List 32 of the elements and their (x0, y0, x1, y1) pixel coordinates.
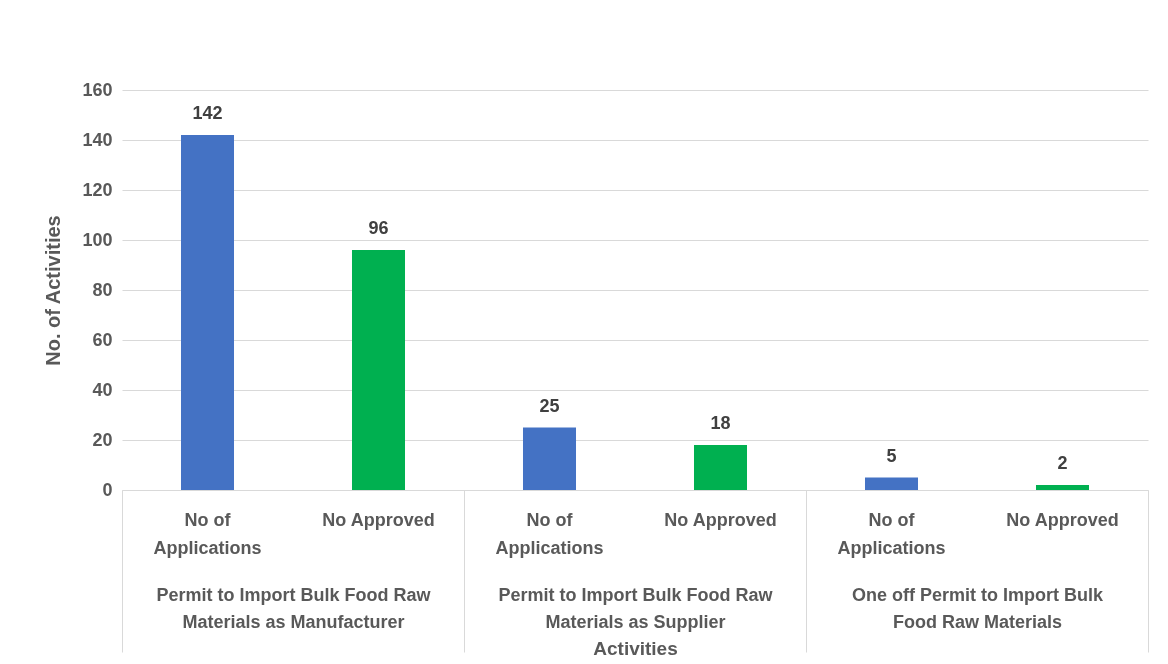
y-tick-label: 120 (82, 179, 113, 200)
series-label: No Approved (322, 510, 435, 530)
data-label: 2 (1057, 453, 1068, 473)
x-tick-label: Permit to Import Bulk Food Raw Materials as Manufacturer (156, 584, 432, 632)
data-label: 142 (192, 103, 223, 123)
y-tick-label: 0 (102, 479, 113, 500)
bar (180, 135, 235, 490)
series-label: No of Applications (153, 510, 262, 558)
bar (694, 445, 748, 490)
data-label: 5 (886, 445, 897, 466)
y-tick-label: 40 (92, 379, 113, 400)
x-axis-title: Activities (593, 637, 678, 659)
y-tick-label: 100 (82, 229, 113, 250)
y-tick-label: 140 (82, 129, 113, 150)
bar (523, 427, 577, 490)
text: No Approved (664, 510, 777, 530)
y-tick-label: 160 (82, 79, 113, 100)
y-tick-label: 80 (92, 279, 113, 300)
y-axis-title: No. of Activities (42, 215, 65, 366)
text: No of Applications (837, 510, 946, 558)
bar (865, 477, 919, 490)
text: No Approved (1006, 510, 1119, 530)
x-tick-label: One off Permit to Import Bulk Food Raw Materials (851, 584, 1104, 632)
bar (1035, 485, 1090, 490)
text: No of Applications (495, 510, 604, 558)
bar (352, 250, 406, 490)
data-label: 18 (710, 413, 731, 433)
y-tick-label: 20 (92, 429, 113, 450)
data-label: 25 (539, 395, 560, 416)
data-label: 96 (368, 218, 389, 238)
x-tick-label: Permit to Import Bulk Food Raw Materials as Supplier (498, 584, 774, 632)
y-tick-label: 60 (92, 329, 113, 350)
